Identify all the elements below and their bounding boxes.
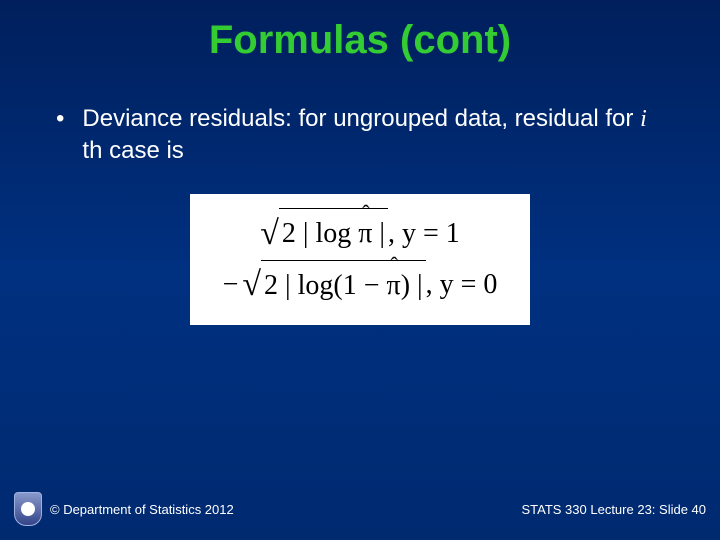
- bullet-text-b: th case is: [82, 137, 183, 164]
- sqrt-arg-2: 2 | log(1 − π) |: [261, 260, 426, 311]
- sqrt-1: √ 2 | log π |: [260, 208, 388, 259]
- tail-2: , y = 0: [426, 260, 498, 310]
- bullet-text: Deviance residuals: for ungrouped data, …: [82, 103, 670, 166]
- slide-title: Formulas (cont): [0, 0, 720, 63]
- tail-1: , y = 1: [388, 209, 460, 259]
- slide-number: STATS 330 Lecture 23: Slide 40: [521, 502, 706, 517]
- copyright-text: © Department of Statistics 2012: [50, 502, 234, 517]
- formula-box: √ 2 | log π | , y = 1 − √ 2 | log(1 − π)…: [190, 194, 530, 325]
- pihat-2: π: [387, 261, 401, 311]
- arg-text-1: 2 | log: [282, 218, 358, 249]
- bullet-text-a: Deviance residuals: for ungrouped data, …: [82, 105, 640, 132]
- sqrt-2: √ 2 | log(1 − π) |: [242, 260, 425, 311]
- neg-sign: −: [223, 260, 239, 310]
- arg-text-2: 2 | log(1 −: [264, 270, 387, 301]
- sqrt-symbol-2: √: [242, 268, 261, 302]
- sqrt-arg-1: 2 | log π |: [279, 208, 388, 259]
- formula-row-1: √ 2 | log π | , y = 1: [214, 208, 506, 259]
- arg-close-2: ) |: [401, 270, 423, 301]
- footer-left: © Department of Statistics 2012: [14, 492, 234, 526]
- bullet-marker: •: [56, 103, 64, 166]
- bullet-text-i: i: [640, 106, 647, 132]
- formula-row-2: − √ 2 | log(1 − π) | , y = 0: [214, 260, 506, 311]
- bullet-item: • Deviance residuals: for ungrouped data…: [50, 103, 670, 166]
- crest-icon: [14, 492, 42, 526]
- sqrt-symbol: √: [260, 217, 279, 251]
- content-area: • Deviance residuals: for ungrouped data…: [0, 63, 720, 325]
- footer: © Department of Statistics 2012 STATS 33…: [0, 492, 720, 526]
- pihat-1: π: [358, 209, 372, 259]
- arg-close-1: |: [372, 218, 385, 249]
